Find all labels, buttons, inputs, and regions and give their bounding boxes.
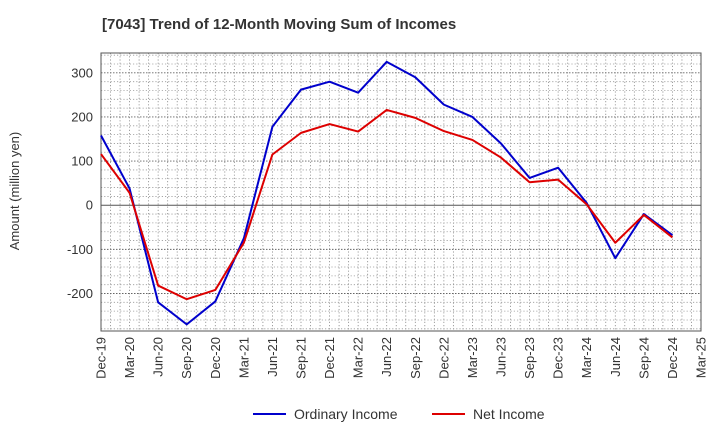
x-tick-label: Dec-22: [436, 337, 451, 379]
x-tick-label: Dec-19: [94, 337, 109, 379]
y-tick-label: -100: [67, 242, 93, 257]
y-tick-label: 0: [86, 198, 93, 213]
plot-area: [101, 53, 701, 331]
x-tick-label: Mar-22: [351, 337, 366, 378]
x-tick-label: Mar-23: [465, 337, 480, 378]
labels-layer: 300 200 100 0 -100 -200 Dec-19 Mar-20 Jun-20 Sep-…: [67, 65, 709, 379]
x-tick-label: Sep-21: [294, 337, 309, 379]
net-income-line: [100, 108, 674, 301]
y-tick-label: -200: [67, 286, 93, 301]
x-tick-label: Sep-22: [408, 337, 423, 379]
legend-label-ordinary-income: Ordinary Income: [294, 406, 398, 422]
x-tick-label: Sep-24: [636, 337, 651, 379]
x-tick-label: Jun-22: [379, 337, 394, 377]
axes-layer: [100, 52, 702, 332]
x-tick-label: Dec-24: [665, 337, 680, 379]
plot-border: [100, 52, 702, 332]
x-tick-label: Jun-24: [608, 337, 623, 377]
y-tick-label: 200: [71, 109, 93, 124]
x-tick-label: Jun-21: [265, 337, 280, 377]
x-tick-label: Mar-24: [579, 337, 594, 378]
ordinary-income-line: [100, 60, 674, 326]
x-tick-label: Dec-23: [551, 337, 566, 379]
x-tick-label: Sep-20: [179, 337, 194, 379]
chart-title: [7043] Trend of 12-Month Moving Sum of I…: [102, 16, 457, 33]
y-tick-label: 300: [71, 65, 93, 80]
legend: Ordinary Income Net Income: [253, 406, 545, 422]
x-tick-label: Jun-20: [151, 337, 166, 377]
legend-label-net-income: Net Income: [473, 406, 545, 422]
x-tick-label: Sep-23: [522, 337, 537, 379]
x-tick-label: Mar-21: [236, 337, 251, 378]
series-layer: [100, 60, 674, 326]
x-tick-label: Mar-25: [694, 337, 709, 378]
x-tick-label: Mar-20: [122, 337, 137, 378]
x-tick-label: Dec-20: [208, 337, 223, 379]
grid-layer: [101, 53, 701, 331]
y-axis-title: Amount (million yen): [7, 132, 22, 251]
y-tick-label: 100: [71, 154, 93, 169]
x-tick-label: Jun-23: [494, 337, 509, 377]
x-tick-label: Dec-21: [322, 337, 337, 379]
